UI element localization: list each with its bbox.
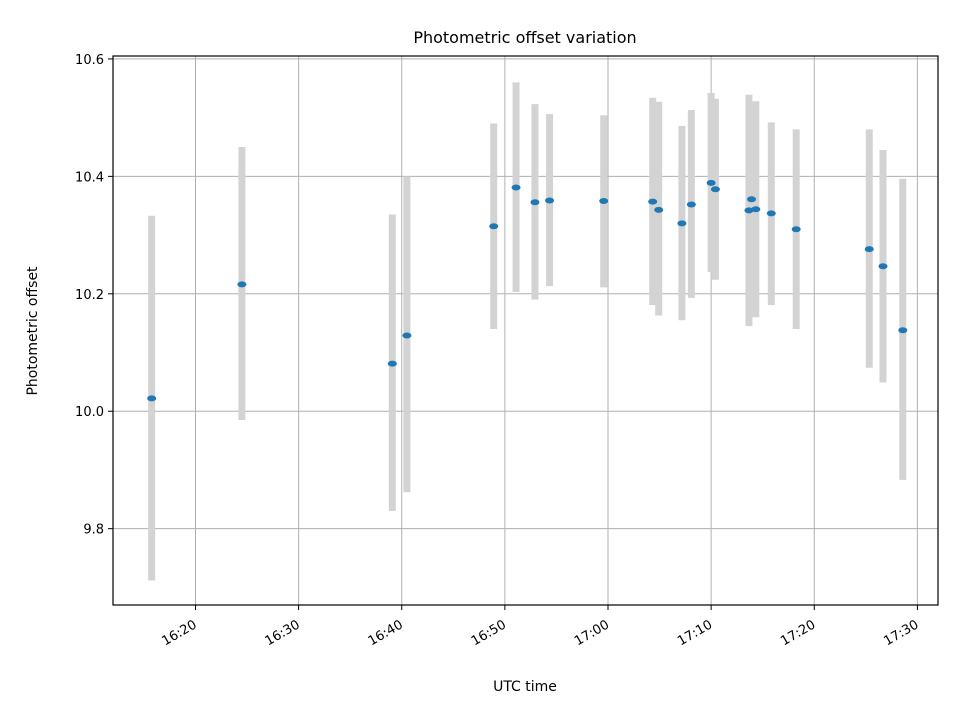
y-tick-label: 10.2 <box>75 288 104 303</box>
y-tick-label: 9.8 <box>83 523 104 538</box>
data-point <box>402 332 412 339</box>
plot-frame <box>112 55 939 606</box>
data-point <box>654 206 664 213</box>
data-point <box>878 263 888 270</box>
data-points <box>147 179 908 402</box>
x-tick-label: 17:10 <box>675 617 715 649</box>
data-point <box>237 281 247 288</box>
data-point <box>545 197 555 204</box>
data-point <box>686 201 696 208</box>
x-tick-label: 17:30 <box>881 617 921 649</box>
x-tick-label: 17:20 <box>778 617 818 649</box>
error-bars <box>148 82 907 581</box>
data-point <box>706 179 716 186</box>
x-tick-label: 17:00 <box>572 617 612 649</box>
data-point <box>751 206 761 213</box>
data-point <box>677 220 687 227</box>
y-axis: 9.8 10.0 10.2 10.4 10.6 <box>75 53 113 538</box>
data-point <box>530 199 540 206</box>
x-tick-label: 16:30 <box>263 617 303 649</box>
chart-title: Photometric offset variation <box>413 28 636 47</box>
grid <box>113 56 938 605</box>
data-point <box>747 196 757 203</box>
data-point <box>387 360 397 367</box>
y-tick-label: 10.0 <box>75 405 104 420</box>
data-point <box>147 395 157 402</box>
data-point <box>791 226 801 233</box>
x-tick-label: 16:20 <box>160 617 200 649</box>
data-point <box>599 198 609 205</box>
y-axis-label: Photometric offset <box>25 266 41 396</box>
x-tick-label: 16:50 <box>469 617 509 649</box>
data-point <box>744 207 754 214</box>
data-point <box>864 246 874 253</box>
x-axis: 16:20 16:30 16:40 16:50 17:00 17:10 17:20 17:30 <box>160 605 921 649</box>
data-point <box>710 186 720 193</box>
data-point <box>898 327 908 334</box>
x-tick-label: 16:40 <box>366 617 406 649</box>
data-point <box>648 198 658 205</box>
y-tick-label: 10.4 <box>75 170 104 185</box>
data-point <box>489 223 499 230</box>
data-point <box>766 210 776 217</box>
data-point <box>511 184 521 191</box>
y-tick-label: 10.6 <box>75 53 104 68</box>
x-axis-label: UTC time <box>493 679 557 695</box>
